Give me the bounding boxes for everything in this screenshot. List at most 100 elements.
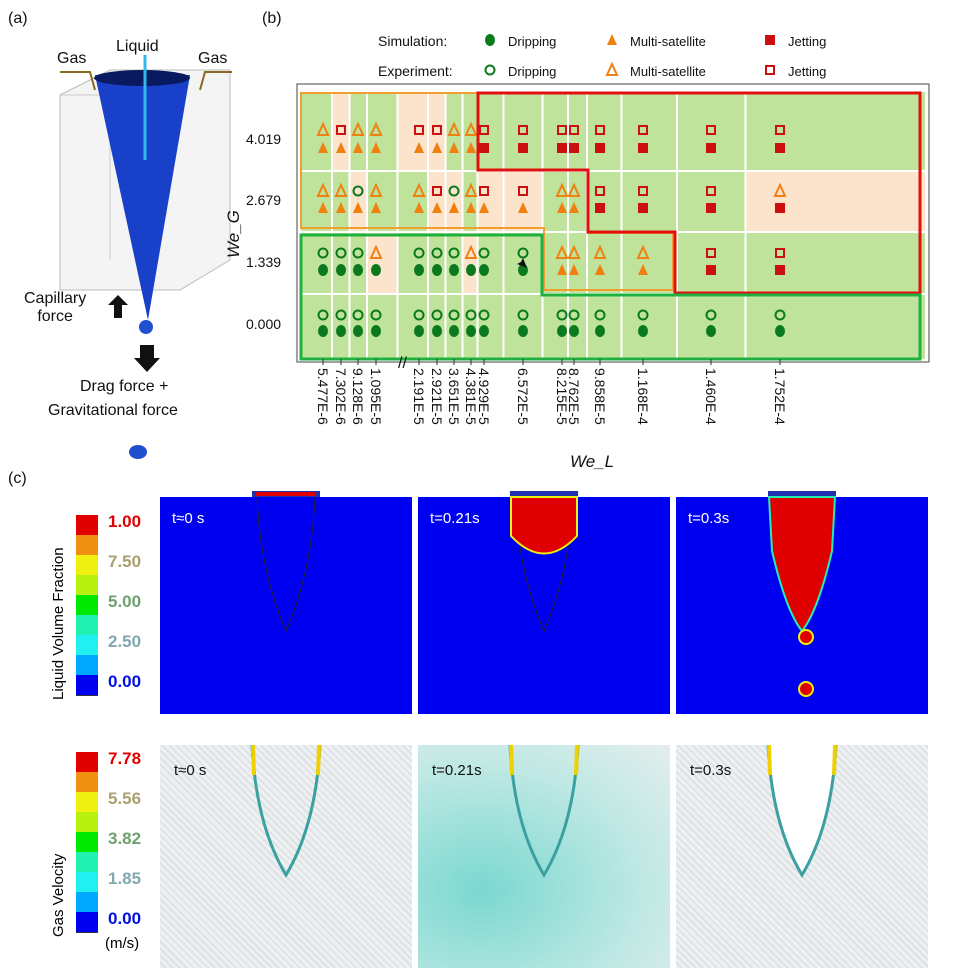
simulation-marker xyxy=(569,264,579,275)
experiment-marker xyxy=(448,309,460,321)
jet-edge xyxy=(251,744,256,776)
colorbar-tick: 7.78 xyxy=(108,749,142,768)
simulation-marker xyxy=(414,325,424,337)
regime-cell xyxy=(746,295,925,359)
x-tick-label: 1.168E-4 xyxy=(635,368,651,425)
simulation-marker xyxy=(318,325,328,337)
regime-cell xyxy=(368,172,397,231)
legend-entry: Jetting xyxy=(788,34,826,49)
nozzle-tip xyxy=(510,491,578,497)
colorbar-band xyxy=(76,852,98,873)
experiment-marker xyxy=(369,244,383,259)
colorbar-tick: 0.00 xyxy=(108,672,142,691)
capillary-arrow-icon xyxy=(108,295,128,318)
time-label: t≈0 s xyxy=(172,510,205,527)
regime-cell xyxy=(543,172,567,231)
panel-a-label: (a) xyxy=(8,10,28,27)
colorbar-band xyxy=(76,752,98,773)
colorbar-band xyxy=(76,872,98,893)
droplet xyxy=(798,629,814,645)
experiment-marker xyxy=(336,125,346,135)
time-label: t≈0 s xyxy=(174,762,207,779)
experiment-marker xyxy=(412,182,426,197)
simulation-marker xyxy=(371,142,381,153)
legend-entry: Dripping xyxy=(508,64,556,79)
nozzle-wall xyxy=(766,744,838,878)
simulation-marker xyxy=(466,202,476,213)
experiment-marker xyxy=(316,121,330,136)
gas-right-arrow-icon xyxy=(199,71,232,91)
colorbar-band xyxy=(76,615,98,636)
regime-cell xyxy=(622,172,676,231)
gas-velocity-frame xyxy=(676,744,928,968)
regime-cell xyxy=(678,233,745,293)
experiment-marker xyxy=(595,125,605,135)
liquid-fraction-frame xyxy=(676,491,928,714)
nozzle-wall xyxy=(508,744,580,878)
regime-cell xyxy=(463,172,477,231)
regime-cell xyxy=(504,92,542,170)
time-label: t=0.3s xyxy=(690,762,732,779)
legend-exp-marker xyxy=(605,61,619,76)
experiment-marker xyxy=(369,121,383,136)
regime-cell xyxy=(429,172,445,231)
experiment-marker xyxy=(517,247,529,259)
regime-cell xyxy=(746,233,925,293)
simulation-marker xyxy=(371,325,381,337)
regime-cell xyxy=(543,233,567,293)
colorbar-tick: 5.56 xyxy=(108,789,142,808)
time-label: t=0.21s xyxy=(430,510,480,527)
experiment-marker xyxy=(517,309,529,321)
gas-right-label: Gas xyxy=(198,50,228,67)
simulation-marker xyxy=(518,143,528,153)
experiment-marker xyxy=(464,121,478,136)
experiment-marker xyxy=(638,125,648,135)
experiment-marker xyxy=(448,185,460,197)
nozzle-wall xyxy=(250,744,322,878)
experiment-marker xyxy=(317,309,329,321)
simulation-marker xyxy=(775,265,785,275)
simulation-marker xyxy=(353,264,363,276)
simulation-marker xyxy=(775,325,785,337)
experiment-marker xyxy=(351,121,365,136)
simulation-marker xyxy=(449,202,459,213)
simulation-marker xyxy=(414,202,424,213)
x-tick-label: 1.095E-5 xyxy=(368,368,384,425)
nozzle-tip xyxy=(768,491,836,497)
liquid-cone xyxy=(95,75,190,320)
experiment-marker xyxy=(775,248,785,258)
simulation-marker xyxy=(706,203,716,213)
experiment-marker xyxy=(478,309,490,321)
experiment-marker xyxy=(593,244,607,259)
colorbar-band xyxy=(76,675,98,696)
x-tick-label: 8.215E-5 xyxy=(554,368,570,425)
colorbar-title: Gas Velocity xyxy=(50,853,67,937)
experiment-marker xyxy=(352,185,364,197)
experiment-marker xyxy=(413,247,425,259)
regime-cell xyxy=(429,92,445,170)
regime-cell xyxy=(333,172,349,231)
simulation-marker xyxy=(353,142,363,153)
jetting-region xyxy=(476,91,922,295)
experiment-marker xyxy=(636,244,650,259)
x-tick-label: 5.477E-6 xyxy=(315,368,331,425)
x-tick-label: 2.921E-5 xyxy=(429,368,445,425)
regime-cell xyxy=(746,172,925,231)
regime-cell xyxy=(569,233,586,293)
experiment-marker xyxy=(352,309,364,321)
simulation-marker xyxy=(638,325,648,337)
x-tick-label: 2.191E-5 xyxy=(411,368,427,425)
regime-cell xyxy=(446,172,462,231)
jet-edge xyxy=(574,744,579,776)
regime-cell xyxy=(622,92,676,170)
colorbar-tick: 5.00 xyxy=(108,592,142,611)
experiment-marker xyxy=(369,182,383,197)
experiment-marker xyxy=(773,182,787,197)
simulation-marker xyxy=(557,264,567,275)
liquid-fraction-frame xyxy=(160,491,412,714)
x-tick-label: 8.762E-5 xyxy=(566,368,582,425)
simulation-marker xyxy=(706,265,716,275)
jet-edge xyxy=(767,744,772,776)
